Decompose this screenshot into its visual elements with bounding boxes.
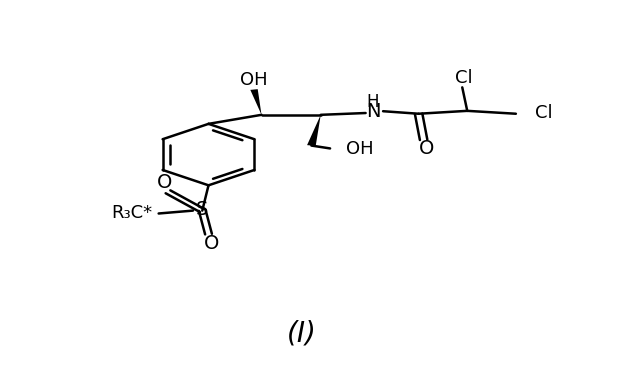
Polygon shape [250, 89, 262, 115]
Text: Cl: Cl [455, 69, 472, 87]
Text: OH: OH [346, 140, 373, 158]
Text: OH: OH [240, 72, 268, 90]
Text: (I): (I) [287, 320, 317, 348]
Text: N: N [366, 102, 381, 121]
Text: H: H [367, 93, 379, 111]
Text: O: O [204, 234, 220, 252]
Polygon shape [307, 115, 321, 146]
Text: S: S [196, 200, 208, 219]
Text: O: O [157, 173, 172, 192]
Text: R₃C*: R₃C* [111, 204, 152, 222]
Text: O: O [419, 139, 435, 158]
Text: Cl: Cl [535, 104, 552, 122]
